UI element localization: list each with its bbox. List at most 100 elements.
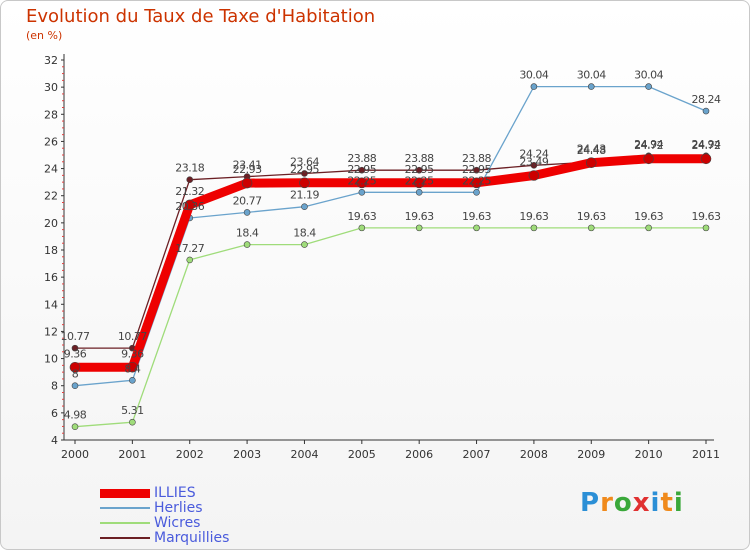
data-label: 4.98	[64, 409, 87, 422]
data-label: 18.4	[293, 227, 316, 240]
data-label: 19.63	[405, 210, 434, 223]
data-label: 9.36	[121, 347, 144, 360]
data-label: 22.25	[405, 174, 434, 187]
brand-letter: i	[650, 488, 661, 518]
y-tick-label: 26	[44, 135, 58, 148]
data-label: 19.63	[634, 210, 663, 223]
series-line-wicres	[74, 227, 707, 428]
data-label: 20.77	[233, 194, 262, 207]
data-point	[585, 157, 597, 169]
data-point	[473, 224, 480, 232]
data-point	[184, 199, 196, 211]
data-label: 23.88	[462, 152, 491, 165]
y-tick-label: 22	[44, 190, 58, 203]
data-label: 21.19	[290, 189, 319, 202]
legend-swatch	[100, 488, 150, 498]
data-label: 22.25	[347, 174, 376, 187]
x-tick-label: 2005	[348, 448, 376, 461]
data-point	[243, 209, 251, 216]
data-point	[530, 162, 538, 169]
data-point	[301, 203, 308, 211]
y-tick-label: 10	[44, 353, 58, 366]
legend-entry-wicres: Wicres	[100, 515, 300, 531]
y-tick-label: 6	[51, 407, 58, 420]
data-label: 23.88	[405, 152, 434, 165]
data-point	[645, 83, 652, 90]
data-label: 23.41	[233, 159, 262, 172]
data-point	[413, 177, 425, 189]
data-point	[301, 241, 308, 248]
legend-entry-marquillies: Marquillies	[100, 530, 300, 546]
brand-letter: t	[660, 488, 674, 518]
x-tick-label: 2006	[405, 448, 433, 461]
data-point	[69, 361, 81, 373]
y-tick-label: 12	[44, 325, 58, 338]
data-label: 24.24	[519, 147, 548, 160]
x-tick-label: 2009	[577, 448, 605, 461]
data-label: 10.77	[118, 330, 147, 343]
data-point	[415, 189, 423, 196]
x-tick-label: 2008	[520, 448, 548, 461]
brand-letter: P	[580, 488, 601, 518]
x-tick-label: 2004	[290, 448, 318, 461]
legend-entry-herlies: Herlies	[100, 500, 300, 516]
data-label: 8.4	[124, 362, 140, 375]
data-point	[528, 170, 540, 181]
data-label: 24.72	[634, 139, 663, 152]
y-tick-label: 28	[44, 108, 58, 121]
data-label: 8	[72, 368, 79, 381]
data-point	[358, 224, 366, 232]
data-point	[356, 177, 368, 189]
data-point	[415, 166, 423, 174]
x-tick-label: 2003	[233, 448, 261, 461]
legend-swatch	[100, 507, 150, 509]
brand-letter: r	[600, 488, 614, 518]
data-label: 19.63	[692, 210, 721, 223]
data-label: 28.24	[692, 93, 721, 106]
data-point	[473, 189, 480, 196]
y-tick-label: 14	[44, 298, 58, 311]
data-label: 24.94	[634, 138, 663, 151]
data-label: 30.04	[634, 69, 663, 82]
x-tick-label: 2001	[118, 448, 146, 461]
data-label: 21.32	[175, 185, 204, 198]
x-tick-label: 2000	[61, 448, 89, 461]
data-point	[415, 224, 423, 232]
legend-label: Marquillies	[154, 530, 230, 546]
data-label: 23.64	[290, 155, 319, 168]
data-point	[530, 224, 538, 232]
data-label: 5.31	[121, 404, 144, 417]
legend: ILLIES Herlies Wicres Marquillies	[100, 485, 300, 546]
y-tick-label: 20	[44, 217, 58, 230]
series-line-illies	[70, 154, 711, 372]
data-point	[71, 423, 79, 431]
series-line-herlies	[74, 85, 707, 387]
data-point	[700, 153, 712, 165]
data-label: 30.04	[577, 69, 606, 82]
data-label: 24.94	[692, 138, 721, 151]
y-tick-label: 18	[44, 244, 58, 257]
data-point	[241, 177, 253, 189]
data-label: 17.27	[175, 242, 204, 255]
data-label: 19.63	[577, 210, 606, 223]
data-point	[702, 224, 710, 232]
data-label: 19.63	[347, 210, 376, 223]
data-label: 24.48	[577, 144, 606, 157]
data-point	[358, 189, 366, 196]
data-label: 19.63	[519, 210, 548, 223]
data-point	[471, 177, 482, 189]
data-label: 30.04	[519, 69, 548, 82]
data-label: 22.95	[347, 163, 376, 176]
y-tick-label: 8	[51, 380, 58, 393]
data-label: 22.25	[462, 174, 491, 187]
data-label: 24.43	[577, 143, 606, 156]
chart-subtitle: (en %)	[26, 29, 63, 42]
y-tick-label: 24	[44, 163, 58, 176]
brand-logo: Proxiti	[580, 488, 684, 518]
data-label: 23.49	[519, 155, 548, 168]
data-point	[473, 166, 480, 174]
data-point	[299, 177, 310, 189]
data-label: 10.77	[61, 330, 90, 343]
